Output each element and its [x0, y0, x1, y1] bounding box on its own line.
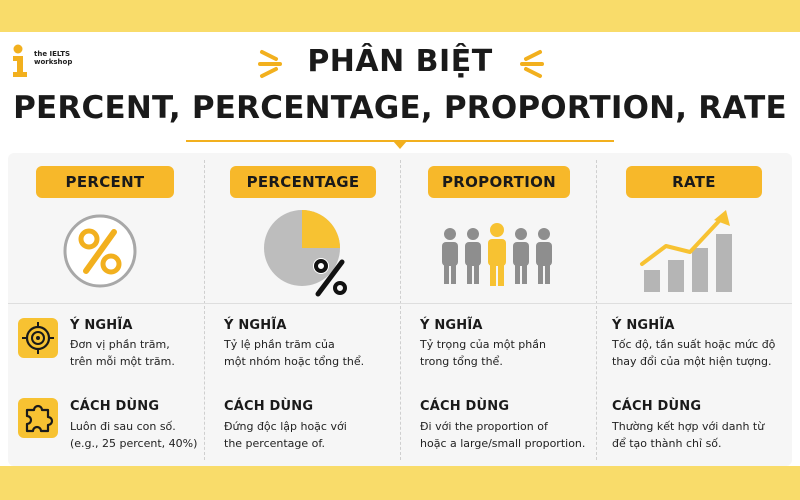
people-group-icon	[442, 223, 552, 286]
text-line: Thường kết hợp với danh từ	[612, 420, 765, 433]
rate-meaning-text: Tốc độ, tần suất hoặc mức độ thay đổi củ…	[612, 336, 792, 370]
logo-wordmark: the IELTS workshop	[34, 50, 72, 66]
proportion-meaning-label: Ý NGHĨA	[420, 318, 483, 333]
sparkle-left-icon	[258, 50, 282, 78]
text-line: Tỷ lệ phần trăm của	[224, 338, 335, 351]
proportion-meaning-text: Tỷ trọng của một phần trong tổng thể.	[420, 336, 592, 370]
top-band	[0, 0, 800, 32]
target-icon	[18, 318, 58, 358]
text-line: trong tổng thể.	[420, 355, 503, 368]
percentage-meaning-text: Tỷ lệ phần trăm của một nhóm hoặc tổng t…	[224, 336, 396, 370]
text-line: the percentage of.	[224, 437, 325, 450]
logo-i-icon	[13, 44, 27, 77]
percentage-meaning-label: Ý NGHĨA	[224, 318, 287, 333]
text-line: Luôn đi sau con số.	[70, 420, 176, 433]
column-divider	[400, 160, 401, 460]
heading-percentage: PERCENTAGE	[230, 166, 376, 198]
text-line: Tốc độ, tần suất hoặc mức độ	[612, 338, 776, 351]
percent-meaning-text: Đơn vị phần trăm, trên mỗi một trăm.	[70, 336, 198, 370]
column-divider	[204, 160, 205, 460]
bottom-band	[0, 466, 800, 500]
brand-logo: the IELTS workshop	[10, 44, 90, 78]
percent-usage-text: Luôn đi sau con số. (e.g., 25 percent, 4…	[70, 418, 200, 452]
heading-rate: RATE	[626, 166, 762, 198]
text-line: Đứng độc lập hoặc với	[224, 420, 347, 433]
rate-usage-text: Thường kết hợp với danh từ để tạo thành …	[612, 418, 792, 452]
pie-percent-icon	[264, 210, 347, 297]
text-line: thay đổi của một hiện tượng.	[612, 355, 772, 368]
percentage-usage-text: Đứng độc lập hoặc với the percentage of.	[224, 418, 396, 452]
rate-usage-label: CÁCH DÙNG	[612, 399, 702, 414]
text-line: Đơn vị phần trăm,	[70, 338, 170, 351]
rate-meaning-label: Ý NGHĨA	[612, 318, 675, 333]
heading-proportion: PROPORTION	[428, 166, 570, 198]
text-line: (e.g., 25 percent, 40%)	[70, 437, 198, 450]
percentage-usage-label: CÁCH DÙNG	[224, 399, 314, 414]
column-divider	[596, 160, 597, 460]
percent-circle-icon	[63, 214, 137, 288]
text-line: Tỷ trọng của một phần	[420, 338, 546, 351]
text-line: hoặc a large/small proportion.	[420, 437, 586, 450]
title-line1: PHÂN BIỆT	[307, 44, 493, 79]
growth-chart-icon	[640, 210, 732, 292]
heading-percent: PERCENT	[36, 166, 174, 198]
sparkle-right-icon	[520, 50, 544, 78]
proportion-usage-text: Đi với the proportion of hoặc a large/sm…	[420, 418, 594, 452]
proportion-usage-label: CÁCH DÙNG	[420, 399, 510, 414]
logo-line1: the IELTS	[34, 50, 71, 58]
text-line: trên mỗi một trăm.	[70, 355, 175, 368]
percent-sign	[313, 258, 347, 297]
percent-usage-label: CÁCH DÙNG	[70, 399, 160, 414]
pie-chart	[264, 210, 340, 286]
title-line2: PERCENT, PERCENTAGE, PROPORTION, RATE	[13, 90, 787, 126]
logo-line2: workshop	[34, 58, 73, 66]
puzzle-icon	[18, 398, 58, 438]
text-line: để tạo thành chỉ số.	[612, 437, 722, 450]
title-underline-pointer	[393, 141, 407, 149]
text-line: Đi với the proportion of	[420, 420, 548, 433]
row-divider	[8, 303, 792, 304]
text-line: một nhóm hoặc tổng thể.	[224, 355, 365, 368]
percent-meaning-label: Ý NGHĨA	[70, 318, 133, 333]
